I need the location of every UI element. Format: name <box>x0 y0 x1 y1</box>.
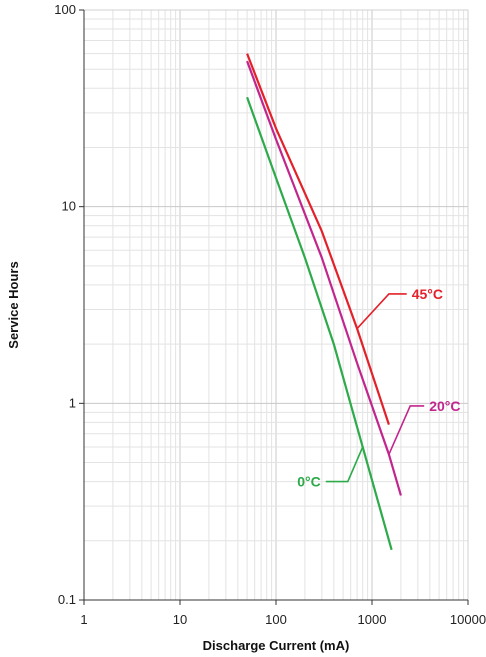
annotation-label-1: 20°C <box>429 398 460 414</box>
grid <box>84 10 468 600</box>
y-tick-label: 0.1 <box>58 592 76 607</box>
annotation-label-0: 45°C <box>412 286 443 302</box>
y-axis-title: Service Hours <box>6 261 21 348</box>
x-axis-title: Discharge Current (mA) <box>203 638 350 653</box>
x-tick-label: 1000 <box>358 612 387 627</box>
x-tick-label: 10 <box>173 612 187 627</box>
axis-ticks: 1 10 100 1000 10000 0.1 1 10 100 <box>54 2 486 627</box>
annotation-leader-1 <box>388 405 425 455</box>
series-line-0 <box>246 53 390 425</box>
annotation-leader-2 <box>325 446 364 483</box>
series-lines <box>246 53 402 551</box>
y-tick-label: 10 <box>62 199 76 214</box>
y-tick-label: 100 <box>54 2 76 17</box>
y-tick-label: 1 <box>69 395 76 410</box>
annotation-label-2: 0°C <box>297 474 321 490</box>
x-tick-label: 1 <box>80 612 87 627</box>
annotation-leader-0 <box>356 293 407 330</box>
x-tick-label: 10000 <box>450 612 486 627</box>
series-line-2 <box>246 96 393 551</box>
series-annotations: 45°C 20°C 0°C <box>297 286 460 490</box>
x-tick-label: 100 <box>265 612 287 627</box>
series-line-1 <box>246 60 402 496</box>
